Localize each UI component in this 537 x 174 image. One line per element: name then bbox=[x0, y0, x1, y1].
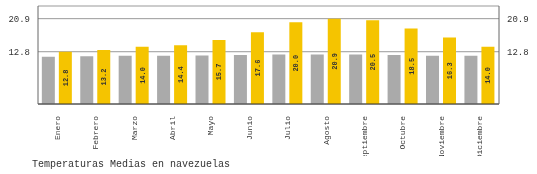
svg-text:20.9: 20.9 bbox=[8, 15, 30, 25]
svg-text:Marzo: Marzo bbox=[130, 116, 139, 140]
svg-text:Enero: Enero bbox=[53, 116, 62, 140]
svg-text:Octubre: Octubre bbox=[398, 116, 407, 150]
svg-text:20.5: 20.5 bbox=[369, 54, 377, 71]
svg-text:12.8: 12.8 bbox=[62, 69, 70, 86]
svg-text:20.0: 20.0 bbox=[292, 55, 300, 72]
svg-text:14.0: 14.0 bbox=[139, 67, 147, 84]
svg-text:Julio: Julio bbox=[283, 116, 292, 140]
svg-text:Mayo: Mayo bbox=[206, 116, 215, 135]
svg-text:14.0: 14.0 bbox=[484, 67, 492, 84]
svg-text:18.5: 18.5 bbox=[408, 58, 416, 75]
svg-text:15.7: 15.7 bbox=[215, 64, 223, 81]
svg-text:Diciembre: Diciembre bbox=[475, 116, 484, 156]
svg-text:12.8: 12.8 bbox=[8, 48, 30, 58]
svg-text:12.8: 12.8 bbox=[507, 48, 529, 58]
svg-text:16.3: 16.3 bbox=[446, 62, 454, 79]
svg-text:Agosto: Agosto bbox=[322, 116, 331, 145]
svg-text:13.2: 13.2 bbox=[100, 69, 108, 86]
svg-text:Noviembre: Noviembre bbox=[437, 116, 446, 156]
svg-text:Abril: Abril bbox=[168, 116, 177, 140]
svg-text:20.9: 20.9 bbox=[331, 53, 339, 70]
html-text:Temperaturas Medias en navezue: Temperaturas Medias en navezuelas bbox=[32, 159, 230, 170]
svg-text:Junio: Junio bbox=[245, 116, 254, 140]
svg-text:14.4: 14.4 bbox=[177, 66, 185, 83]
svg-text:20.9: 20.9 bbox=[507, 15, 529, 25]
svg-text:17.6: 17.6 bbox=[254, 60, 262, 77]
svg-text:Septiembre: Septiembre bbox=[360, 116, 369, 156]
svg-text:Febrero: Febrero bbox=[91, 116, 100, 150]
